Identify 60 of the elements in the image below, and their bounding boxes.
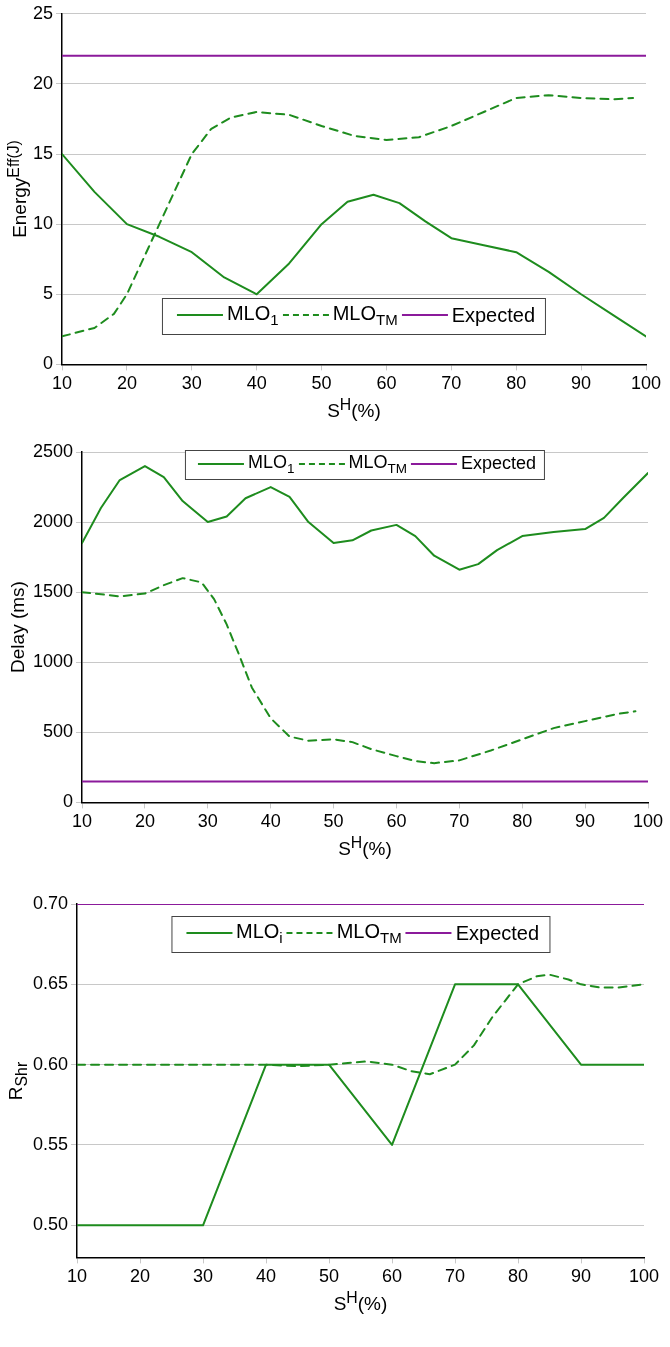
x-tick-label: 30 <box>197 811 218 832</box>
x-tick-label: 60 <box>376 373 397 394</box>
legend-label: Expected <box>461 453 537 475</box>
x-tick-label: 40 <box>246 373 267 394</box>
y-tick-label: 0 <box>43 353 54 374</box>
y-tick-label: 15 <box>32 143 54 164</box>
x-axis-title: S$^{H}$(%) <box>338 834 392 861</box>
y-tick-label: 500 <box>43 721 74 742</box>
y-tick-label: 0.70 <box>32 892 69 913</box>
legend-label: Expected <box>451 303 536 327</box>
legend-label: MLO$_{TM}$ <box>348 452 408 476</box>
legend-label: MLO$_{1}$ <box>226 302 279 329</box>
y-tick-label: 5 <box>43 283 54 304</box>
x-tick-label: 80 <box>507 1266 529 1287</box>
y-tick-label: 0.55 <box>32 1133 69 1154</box>
x-tick-label: 70 <box>449 811 470 832</box>
x-tick-label: 70 <box>441 373 462 394</box>
x-tick-label: 20 <box>134 811 155 832</box>
legend-label: MLO$_{TM}$ <box>332 302 398 329</box>
y-tick-label: 0.50 <box>32 1214 69 1235</box>
y-tick-label: 10 <box>32 213 54 234</box>
y-axis-title: Delay (ms) <box>7 581 29 674</box>
x-tick-label: 10 <box>67 1266 88 1287</box>
x-tick-label: 40 <box>260 811 281 832</box>
x-tick-label: 60 <box>382 1266 403 1287</box>
x-tick-label: 30 <box>181 373 202 394</box>
x-tick-label: 100 <box>630 373 662 394</box>
x-tick-label: 100 <box>628 1266 660 1287</box>
legend-label: MLO$_{i}$ <box>235 920 283 946</box>
x-tick-label: 10 <box>72 811 93 832</box>
x-tick-label: 70 <box>445 1266 466 1287</box>
legend-label: Expected <box>455 921 540 945</box>
legend-label: MLO$_{TM}$ <box>336 920 402 946</box>
x-tick-label: 30 <box>193 1266 214 1287</box>
y-tick-label: 0 <box>63 791 74 812</box>
x-tick-label: 100 <box>632 811 664 832</box>
y-tick-label: 1000 <box>33 651 74 672</box>
x-axis-title: S$^{H}$(%) <box>327 396 381 423</box>
x-tick-label: 50 <box>311 373 332 394</box>
y-tick-label: 0.60 <box>32 1053 69 1074</box>
y-tick-label: 0.65 <box>32 973 69 994</box>
x-tick-label: 50 <box>323 811 344 832</box>
y-tick-label: 2500 <box>33 440 74 461</box>
x-tick-label: 60 <box>386 811 407 832</box>
x-tick-label: 50 <box>319 1266 340 1287</box>
x-axis-title: S$^{H}$(%) <box>333 1289 388 1316</box>
x-tick-label: 80 <box>512 811 533 832</box>
y-tick-label: 25 <box>32 2 54 23</box>
x-tick-label: 90 <box>571 373 592 394</box>
line-series <box>82 577 637 765</box>
x-tick-label: 20 <box>116 373 137 394</box>
x-tick-label: 20 <box>130 1266 151 1287</box>
x-tick-label: 40 <box>256 1266 277 1287</box>
legend-label: MLO$_{1}$ <box>247 452 295 476</box>
y-tick-label: 1500 <box>33 581 74 602</box>
y-tick-label: 2000 <box>33 511 74 532</box>
x-tick-label: 90 <box>570 1266 592 1287</box>
x-tick-label: 80 <box>506 373 527 394</box>
y-tick-label: 20 <box>32 72 54 93</box>
x-tick-label: 90 <box>575 811 596 832</box>
